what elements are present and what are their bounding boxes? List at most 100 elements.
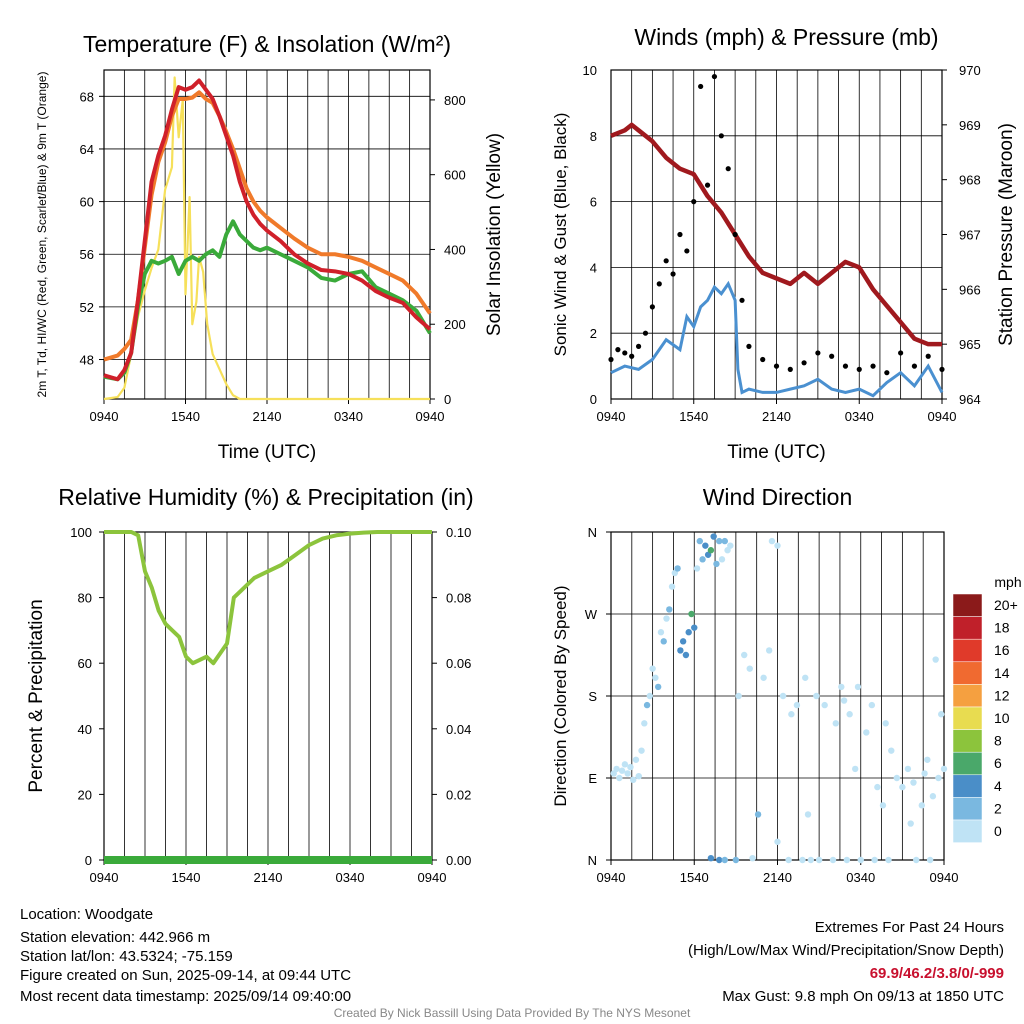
direction-point <box>688 610 695 618</box>
direction-point <box>807 856 814 864</box>
gust-point <box>732 231 738 238</box>
y2-tick-label: 0.06 <box>446 656 471 671</box>
gust-point <box>856 366 862 372</box>
y-tick-label: 10 <box>583 63 597 78</box>
direction-point <box>677 647 684 654</box>
y2-tick-label: 0.10 <box>446 525 471 540</box>
y2-tick-label: 964 <box>959 392 981 407</box>
direction-point <box>768 537 776 545</box>
direction-point <box>893 774 901 782</box>
y2-tick-label: 0 <box>444 392 451 407</box>
latlon-text: Station lat/lon: 43.5324; -75.159 <box>20 948 233 965</box>
gust-point <box>698 83 704 90</box>
gust-point <box>622 350 628 356</box>
direction-point <box>691 624 698 631</box>
legend-swatch <box>952 819 983 843</box>
direction-point <box>638 747 645 754</box>
gust-point <box>649 304 655 310</box>
direction-point <box>929 793 937 800</box>
gust-point <box>925 353 931 359</box>
direction-point <box>907 820 914 827</box>
direction-point <box>846 711 853 718</box>
created-text: Figure created on Sun, 2025-09-14, at 09… <box>20 967 352 984</box>
direction-point <box>696 537 703 545</box>
gust-point <box>691 199 697 205</box>
gust-point <box>725 166 731 172</box>
direction-point <box>654 683 662 691</box>
direction-point <box>749 854 756 862</box>
chart-title: Relative Humidity (%) & Precipitation (i… <box>58 484 473 510</box>
x-tick-label: 2140 <box>763 870 792 885</box>
legend-swatch <box>952 593 983 617</box>
chart-title: Winds (mph) & Pressure (mb) <box>634 24 938 50</box>
legend-label: 0 <box>994 823 1002 839</box>
direction-point <box>932 656 939 663</box>
direction-point <box>710 533 717 540</box>
direction-point <box>913 856 920 864</box>
direction-point <box>660 638 667 645</box>
y2-tick-label: 0.08 <box>446 591 471 606</box>
x-axis-label: Time (UTC) <box>727 442 826 463</box>
gust-point <box>815 350 821 356</box>
extremes-subtitle: (High/Low/Max Wind/Precipitation/Snow De… <box>688 942 1004 959</box>
credit-text: Created By Nick Bassill Using Data Provi… <box>333 1006 691 1020</box>
direction-point <box>885 856 892 864</box>
x-tick-label: 0940 <box>416 409 445 424</box>
y2-tick-label: 966 <box>959 282 981 297</box>
y-tick-label: 64 <box>80 142 94 157</box>
direction-point <box>721 537 728 545</box>
direction-point <box>899 783 906 791</box>
direction-point <box>685 629 692 636</box>
y-tick-label: N <box>588 525 597 540</box>
legend-label: 14 <box>994 665 1010 681</box>
direction-point <box>732 856 740 864</box>
y-tick-label: 2 <box>590 326 597 341</box>
direction-point <box>765 647 773 654</box>
legend-swatch <box>952 774 983 798</box>
legend-swatch <box>952 616 983 640</box>
direction-point <box>613 765 620 773</box>
direction-point <box>938 711 945 718</box>
direction-point <box>935 774 942 782</box>
y2-tick-label: 970 <box>959 63 981 78</box>
gust-point <box>670 271 676 277</box>
y-axis-label: Direction (Colored By Speed) <box>551 585 570 806</box>
legend-swatch <box>952 729 983 753</box>
direction-point <box>868 701 876 709</box>
location-text: Location: Woodgate <box>20 906 154 923</box>
legend-swatch <box>952 751 983 776</box>
y2-axis-label: Station Pressure (Maroon) <box>996 123 1017 346</box>
x-axis-label: Time (UTC) <box>218 442 317 463</box>
direction-point <box>699 556 706 563</box>
direction-point <box>668 583 676 590</box>
y-tick-label: 100 <box>70 525 92 540</box>
direction-point <box>832 720 839 727</box>
legend-swatch <box>952 797 983 821</box>
gust-point <box>870 363 876 369</box>
y-tick-label: 4 <box>590 260 597 275</box>
gust-point <box>656 281 662 287</box>
legend-label: 4 <box>994 778 1002 794</box>
elevation-text: Station elevation: 442.966 m <box>20 929 211 946</box>
direction-point <box>874 783 881 791</box>
x-tick-label: 0940 <box>597 409 626 424</box>
gust-point <box>739 297 745 303</box>
legend-label: 18 <box>994 620 1010 636</box>
speed-legend: mph 20+ 18 16 14 12 10 8 6 4 2 0 <box>952 574 1022 843</box>
y2-axis-label: Solar Insolation (Yellow) <box>484 133 505 336</box>
direction-point <box>746 665 753 672</box>
y-tick-label: 56 <box>80 247 94 262</box>
y2-tick-label: 0.00 <box>446 853 471 868</box>
y-tick-label: 40 <box>78 722 92 737</box>
direction-point <box>646 692 654 700</box>
direction-point <box>774 542 781 549</box>
direction-point <box>727 542 734 549</box>
y2-tick-label: 0.02 <box>446 787 471 802</box>
gust-point <box>884 370 890 376</box>
direction-point <box>857 856 864 864</box>
recent-data-text: Most recent data timestamp: 2025/09/14 0… <box>20 988 352 1005</box>
y-tick-label: 60 <box>78 656 92 671</box>
legend-swatch <box>952 684 983 708</box>
